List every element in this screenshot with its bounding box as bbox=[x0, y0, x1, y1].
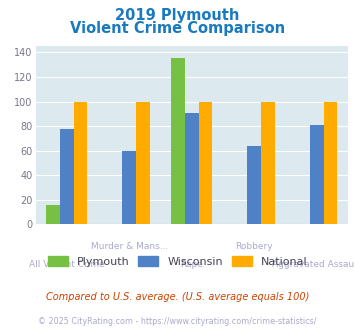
Bar bbox=[323, 102, 337, 224]
Bar bbox=[261, 102, 275, 224]
Bar bbox=[60, 129, 73, 224]
Text: All Violent Crime: All Violent Crime bbox=[29, 260, 105, 269]
Bar bbox=[46, 205, 60, 224]
Text: Aggravated Assault: Aggravated Assault bbox=[272, 260, 355, 269]
Legend: Plymouth, Wisconsin, National: Plymouth, Wisconsin, National bbox=[48, 256, 307, 267]
Bar bbox=[136, 102, 150, 224]
Text: Rape: Rape bbox=[180, 260, 203, 269]
Bar bbox=[122, 151, 136, 224]
Text: 2019 Plymouth: 2019 Plymouth bbox=[115, 8, 240, 23]
Bar bbox=[198, 102, 212, 224]
Bar bbox=[73, 102, 87, 224]
Bar bbox=[310, 125, 323, 224]
Bar bbox=[185, 113, 198, 224]
Text: Robbery: Robbery bbox=[235, 242, 273, 251]
Text: Murder & Mans...: Murder & Mans... bbox=[91, 242, 168, 251]
Text: © 2025 CityRating.com - https://www.cityrating.com/crime-statistics/: © 2025 CityRating.com - https://www.city… bbox=[38, 317, 317, 326]
Text: Compared to U.S. average. (U.S. average equals 100): Compared to U.S. average. (U.S. average … bbox=[46, 292, 309, 302]
Text: Violent Crime Comparison: Violent Crime Comparison bbox=[70, 21, 285, 36]
Bar bbox=[247, 146, 261, 224]
Bar bbox=[171, 58, 185, 224]
